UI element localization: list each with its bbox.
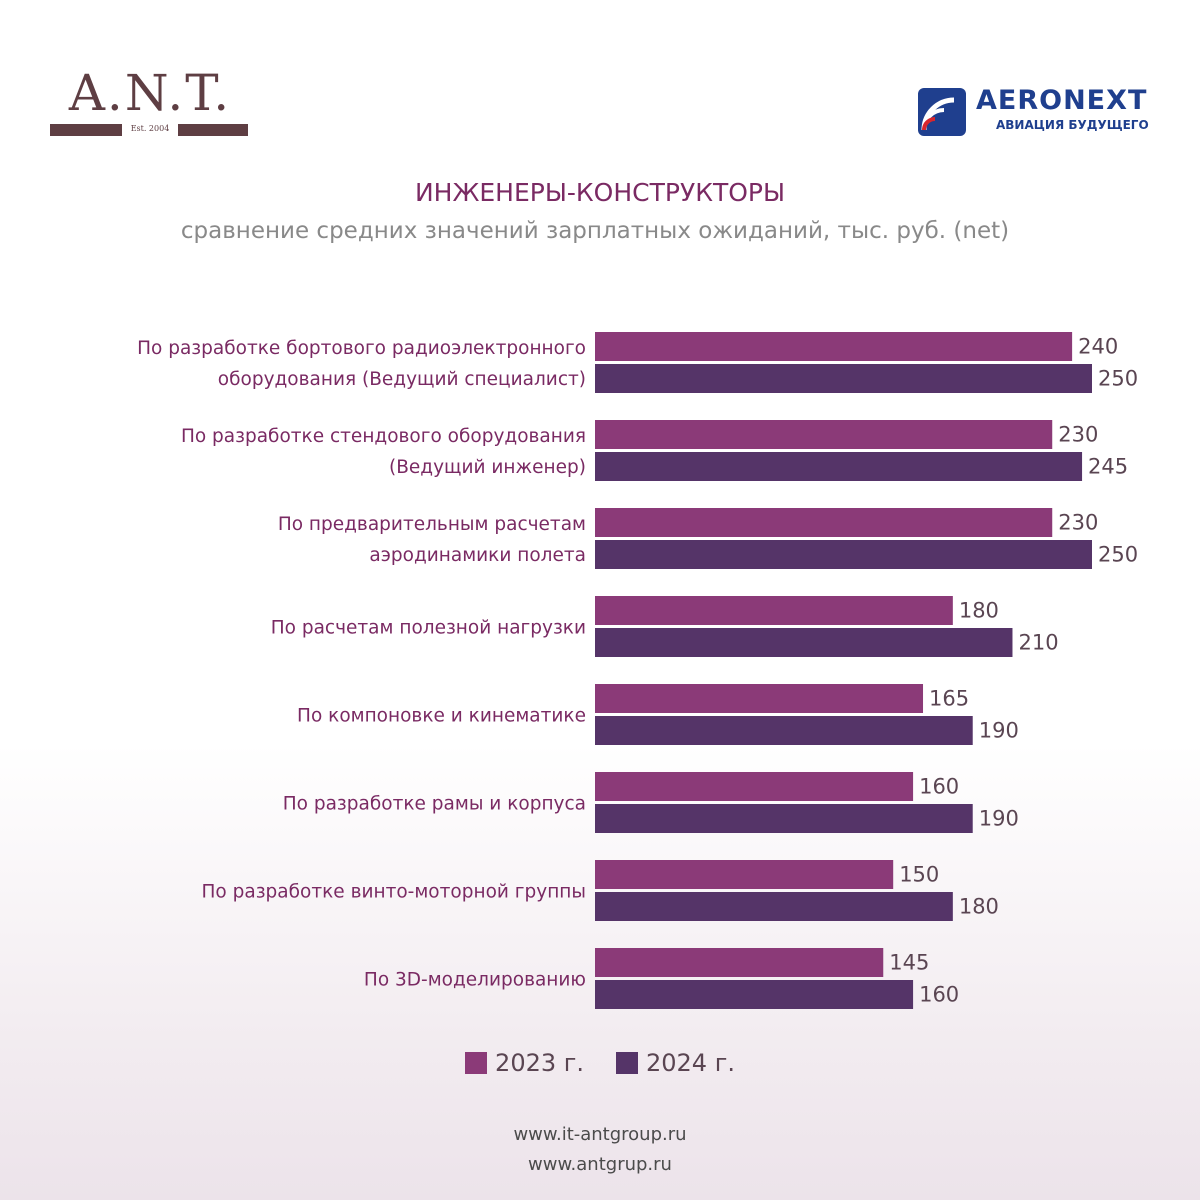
value-label-2024-7: 160 bbox=[919, 983, 959, 1007]
bar-2024-2 bbox=[595, 540, 1092, 569]
value-label-2024-1: 245 bbox=[1088, 455, 1128, 479]
ant-logo-text: A.N.T. bbox=[68, 64, 232, 122]
category-label-3: По расчетам полезной нагрузки bbox=[271, 618, 586, 639]
bar-chart: 240 250 По разработке бортового радиоэлект… bbox=[137, 332, 1138, 1009]
bar-2023-6 bbox=[595, 860, 894, 889]
bar-2024-6 bbox=[595, 892, 953, 921]
footer-url-2[interactable]: www.antgrup.ru bbox=[528, 1154, 672, 1175]
chart-subtitle: сравнение средних значений зарплатных ож… bbox=[180, 218, 1010, 244]
legend-swatch-2024 bbox=[616, 1052, 638, 1074]
value-label-2023-2: 230 bbox=[1058, 511, 1098, 535]
bar-2023-1 bbox=[595, 420, 1053, 449]
bar-2023-0 bbox=[595, 332, 1073, 361]
category-label-5: По разработке рамы и корпуса bbox=[283, 794, 586, 815]
category-label-7: По 3D-моделированию bbox=[364, 970, 586, 991]
category-label-2-line-1: аэродинамики полета bbox=[369, 545, 586, 566]
legend-item-2023: 2023 г. bbox=[465, 1049, 584, 1077]
bar-2024-1 bbox=[595, 452, 1083, 481]
legend-item-2024: 2024 г. bbox=[616, 1049, 735, 1077]
value-label-2023-6: 150 bbox=[899, 863, 939, 887]
value-label-2024-2: 250 bbox=[1098, 543, 1138, 567]
category-label-0-line-1: оборудования (Ведущий специалист) bbox=[218, 369, 586, 390]
footer-url-1[interactable]: www.it-antgroup.ru bbox=[513, 1124, 687, 1145]
category-label-4: По компоновке и кинематике bbox=[297, 706, 586, 727]
value-label-2023-1: 230 bbox=[1058, 423, 1098, 447]
value-label-2024-6: 180 bbox=[959, 895, 999, 919]
aeronext-name: AERONEXT bbox=[976, 85, 1148, 116]
category-label-2-line-0: По предварительным расчетам bbox=[278, 514, 586, 535]
bar-2023-5 bbox=[595, 772, 914, 801]
bar-2023-3 bbox=[595, 596, 953, 625]
category-label-0-line-0: По разработке бортового радиоэлектронног… bbox=[137, 338, 586, 359]
ant-logo: A.N.T. Est. 2004 bbox=[50, 62, 250, 144]
ant-logo-est: Est. 2004 bbox=[122, 118, 178, 140]
bar-2024-4 bbox=[595, 716, 973, 745]
bar-2023-7 bbox=[595, 948, 884, 977]
category-label-1-line-1: (Ведущий инженер) bbox=[389, 457, 586, 478]
legend-swatch-2023 bbox=[465, 1052, 488, 1074]
aeronext-mark-icon bbox=[918, 88, 966, 136]
value-label-2023-7: 145 bbox=[889, 951, 929, 975]
value-label-2023-5: 160 bbox=[919, 775, 959, 799]
value-label-2023-3: 180 bbox=[959, 599, 999, 623]
bar-2024-3 bbox=[595, 628, 1013, 657]
legend: 2023 г. 2024 г. bbox=[0, 1046, 1200, 1080]
legend-label-2024: 2024 г. bbox=[646, 1049, 735, 1077]
value-label-2023-4: 165 bbox=[929, 687, 969, 711]
category-label-1-line-0: По разработке стендового оборудования bbox=[181, 426, 586, 447]
bar-2024-0 bbox=[595, 364, 1092, 393]
value-label-2023-0: 240 bbox=[1078, 335, 1118, 359]
value-label-2024-3: 210 bbox=[1018, 631, 1058, 655]
legend-label-2023: 2023 г. bbox=[495, 1049, 584, 1077]
bar-2023-4 bbox=[595, 684, 924, 713]
value-label-2024-4: 190 bbox=[979, 719, 1019, 743]
bar-2024-7 bbox=[595, 980, 914, 1009]
value-label-2024-5: 190 bbox=[979, 807, 1019, 831]
category-label-6: По разработке винто-моторной группы bbox=[202, 882, 586, 903]
bar-2024-5 bbox=[595, 804, 973, 833]
aeronext-tagline: АВИАЦИЯ БУДУЩЕГО bbox=[996, 118, 1149, 132]
chart-title: ИНЖЕНЕРЫ-КОНСТРУКТОРЫ bbox=[414, 178, 786, 207]
bar-2023-2 bbox=[595, 508, 1053, 537]
value-label-2024-0: 250 bbox=[1098, 367, 1138, 391]
aeronext-logo: AERONEXT АВИАЦИЯ БУДУЩЕГО bbox=[918, 86, 1168, 138]
